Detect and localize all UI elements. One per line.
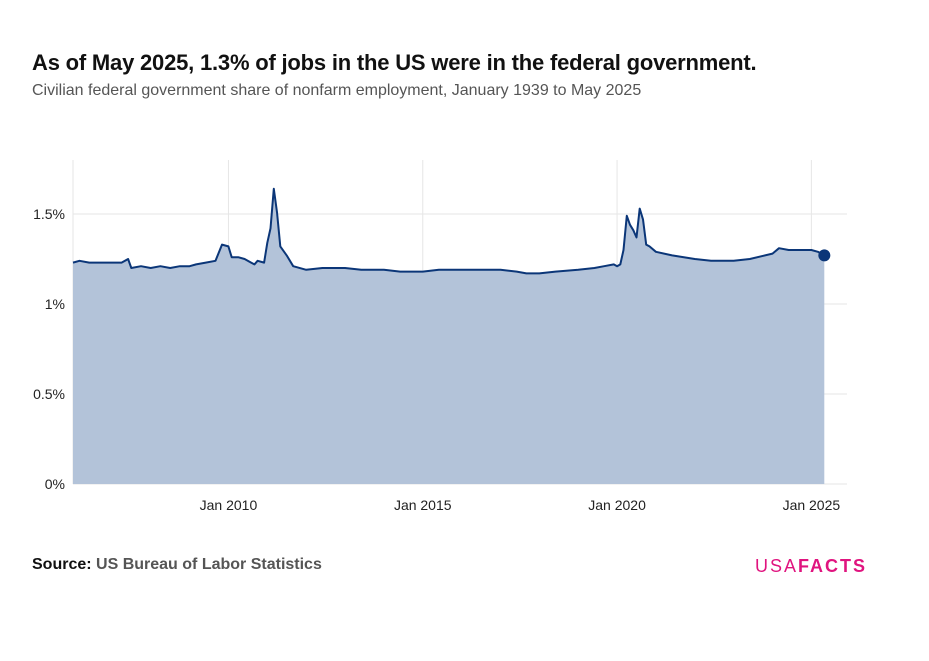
y-tick-label: 0%	[45, 476, 65, 492]
end-point-marker	[818, 249, 831, 262]
logo-text-light: USA	[755, 556, 799, 576]
y-tick-label: 0.5%	[33, 386, 65, 402]
series-area	[73, 188, 825, 485]
y-tick-label: 1%	[45, 296, 65, 312]
source-note: Source: US Bureau of Labor Statistics	[32, 556, 322, 574]
y-tick-label: 1.5%	[33, 206, 65, 222]
source-label: Source:	[32, 556, 92, 573]
x-tick-label: Jan 2020	[588, 497, 646, 513]
y-axis: 0% 0.5% 1% 1.5%	[33, 206, 65, 492]
x-tick-label: Jan 2015	[394, 497, 452, 513]
chart-subtitle: Civilian federal government share of non…	[32, 82, 642, 99]
x-axis: Jan 2010 Jan 2015 Jan 2020 Jan 2025	[200, 497, 841, 513]
chart-title: As of May 2025, 1.3% of jobs in the US w…	[32, 50, 757, 75]
series-line	[72, 187, 825, 275]
data-series-layer	[72, 187, 831, 485]
source-value: US Bureau of Labor Statistics	[96, 556, 322, 573]
x-tick-label: Jan 2025	[783, 497, 841, 513]
usafacts-logo: USAFACTS	[755, 556, 867, 577]
x-tick-label: Jan 2010	[200, 497, 258, 513]
logo-text-bold: FACTS	[798, 556, 868, 576]
